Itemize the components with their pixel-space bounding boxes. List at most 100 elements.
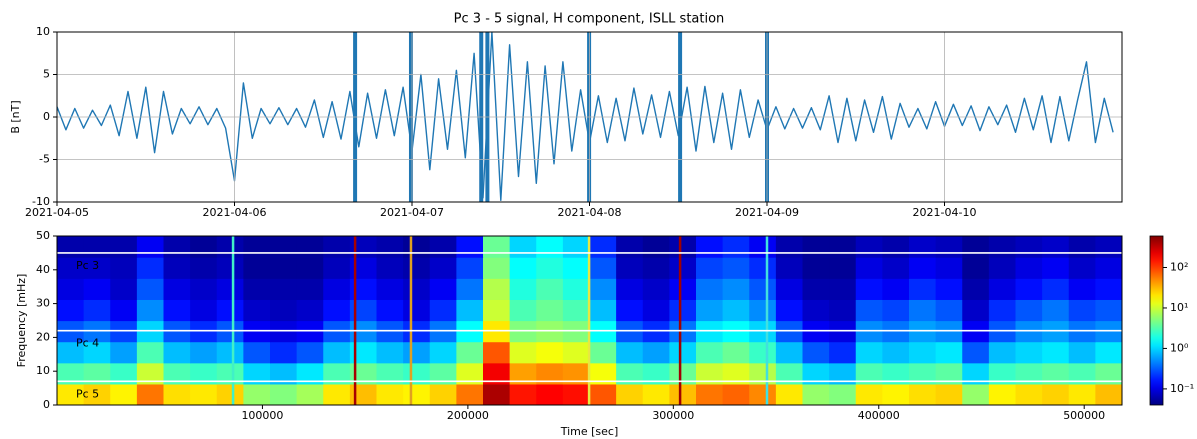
- heatmap-cell: [962, 257, 990, 279]
- heatmap-cell: [616, 341, 644, 364]
- heatmap-cell: [509, 278, 537, 300]
- heatmap-cell: [1015, 362, 1043, 385]
- heatmap-cell: [190, 362, 218, 385]
- heatmap-cell: [296, 278, 324, 300]
- heatmap-cell: [589, 383, 617, 405]
- heatmap-cell: [110, 278, 138, 300]
- heatmap-cell: [829, 362, 857, 385]
- heatmap-cell: [988, 278, 1017, 300]
- y-axis-label: Frequency [mHz]: [15, 274, 28, 368]
- x-tick-label: 2021-04-09: [735, 206, 799, 219]
- heatmap-cell: [456, 362, 484, 385]
- heatmap-cell: [1068, 341, 1096, 364]
- heatmap-cell: [1042, 278, 1070, 300]
- heatmap-cell: [403, 257, 431, 279]
- heatmap-cell: [349, 257, 378, 279]
- x-tick-label: 2021-04-07: [380, 206, 444, 219]
- heatmap-cell: [483, 341, 511, 364]
- heatmap-cell: [349, 341, 378, 364]
- heatmap-cell: [243, 383, 271, 405]
- heatmap-cell: [349, 383, 378, 405]
- heatmap-cell: [136, 383, 165, 405]
- heatmap-cell: [216, 236, 244, 258]
- heatmap-cell: [110, 299, 138, 322]
- heatmap-cell: [1015, 299, 1043, 322]
- heatmap-cell: [855, 341, 883, 364]
- heatmap-cell: [403, 299, 431, 322]
- heatmap-cell: [57, 362, 85, 385]
- heatmap-cell: [456, 341, 484, 364]
- heatmap-cell: [855, 362, 883, 385]
- heatmap-cell: [562, 236, 591, 258]
- heatmap-cell: [57, 299, 85, 322]
- heatmap-cell: [909, 257, 937, 279]
- heatmap-cell: [509, 257, 537, 279]
- heatmap-cell: [163, 236, 191, 258]
- colorbar-tick-label: 10⁻¹: [1170, 382, 1194, 395]
- y-tick-label: 20: [36, 330, 50, 343]
- y-tick-label: 50: [36, 229, 50, 242]
- heatmap-cell: [456, 236, 484, 258]
- heatmap-cell: [882, 341, 910, 364]
- heatmap-cell: [642, 257, 670, 279]
- heatmap-cell: [509, 383, 537, 405]
- heatmap-cell: [722, 362, 750, 385]
- heatmap-cell: [589, 299, 617, 322]
- heatmap-cell: [935, 257, 963, 279]
- heatmap-cell: [136, 236, 165, 258]
- heatmap-cell: [589, 236, 617, 258]
- heatmap-cell: [270, 341, 298, 364]
- heatmap-cell: [163, 278, 191, 300]
- heatmap-cell: [909, 383, 937, 405]
- heatmap-cell: [57, 257, 85, 279]
- heatmap-cell: [216, 341, 244, 364]
- heatmap-cell: [669, 362, 697, 385]
- heatmap-cell: [962, 341, 990, 364]
- heatmap-cell: [1095, 341, 1122, 364]
- heatmap-cell: [57, 278, 85, 300]
- heatmap-cell: [775, 236, 804, 258]
- heatmap-cell: [536, 278, 564, 300]
- heatmap-cell: [589, 257, 617, 279]
- heatmap-cell: [483, 299, 511, 322]
- heatmap-cell: [536, 236, 564, 258]
- heatmap-cell: [882, 299, 910, 322]
- heatmap-cell: [509, 236, 537, 258]
- heatmap-cell: [216, 299, 244, 322]
- heatmap-cell: [882, 278, 910, 300]
- heatmap-cell: [829, 236, 857, 258]
- heatmap-cell: [57, 383, 85, 405]
- heatmap-cell: [562, 299, 591, 322]
- heatmap-cell: [270, 257, 298, 279]
- heatmap-cell: [296, 362, 324, 385]
- axes-frame: [56, 31, 1123, 203]
- heatmap-cell: [483, 236, 511, 258]
- y-tick-label: 5: [43, 68, 50, 81]
- heatmap-cell: [1095, 236, 1122, 258]
- heatmap-cell: [509, 362, 537, 385]
- x-tick-label: 2021-04-10: [913, 206, 977, 219]
- heatmap-cell: [243, 341, 271, 364]
- heatmap-cell: [909, 299, 937, 322]
- heatmap-cell: [136, 257, 165, 279]
- heatmap-cell: [642, 299, 670, 322]
- heatmap-cell: [935, 341, 963, 364]
- heatmap-cell: [243, 362, 271, 385]
- x-tick-label: 300000: [652, 409, 694, 422]
- heatmap-cell: [83, 278, 111, 300]
- heatmap-cell: [775, 299, 804, 322]
- heatmap-cell: [136, 341, 165, 364]
- heatmap-cell: [696, 383, 724, 405]
- x-tick-label: 500000: [1063, 409, 1105, 422]
- heatmap-cell: [270, 383, 298, 405]
- heatmap-cell: [802, 236, 830, 258]
- heatmap-cell: [190, 278, 218, 300]
- heatmap-cell: [909, 278, 937, 300]
- heatmap-cell: [1015, 383, 1043, 405]
- x-tick-label: 2021-04-08: [558, 206, 622, 219]
- heatmap-cell: [456, 383, 484, 405]
- heatmap-cell: [775, 257, 804, 279]
- y-tick-label: 10: [36, 364, 50, 377]
- heatmap-cell: [1042, 299, 1070, 322]
- heatmap-cell: [57, 341, 85, 364]
